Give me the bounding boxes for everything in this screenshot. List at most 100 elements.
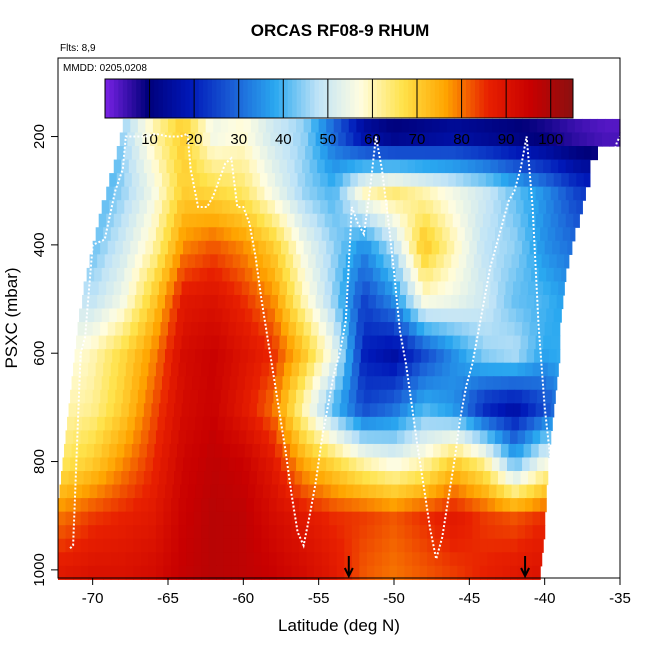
colorbar-swatch bbox=[105, 79, 110, 118]
heatmap-cell bbox=[155, 227, 165, 242]
heatmap-cell bbox=[434, 430, 443, 445]
heatmap-cell bbox=[473, 416, 482, 431]
heatmap-cell bbox=[541, 254, 550, 269]
heatmap-cell bbox=[180, 484, 189, 499]
heatmap-cell bbox=[497, 186, 507, 201]
heatmap-cell bbox=[508, 443, 517, 459]
heatmap-cell bbox=[443, 349, 452, 364]
heatmap-cell bbox=[237, 146, 246, 161]
heatmap-cell bbox=[522, 389, 531, 404]
heatmap-cell bbox=[357, 308, 366, 323]
heatmap-cell bbox=[392, 403, 401, 418]
colorbar-swatch bbox=[185, 79, 191, 118]
heatmap-cell bbox=[100, 240, 109, 255]
heatmap-cell bbox=[335, 200, 344, 215]
heatmap-cell bbox=[154, 267, 163, 283]
heatmap-cell bbox=[109, 200, 118, 215]
heatmap-cell bbox=[335, 443, 344, 459]
heatmap-cell bbox=[365, 308, 374, 323]
heatmap-cell bbox=[68, 403, 77, 418]
heatmap-cell bbox=[392, 471, 401, 486]
heatmap-cell bbox=[113, 335, 122, 350]
heatmap-cell bbox=[419, 525, 428, 540]
heatmap-cell bbox=[177, 146, 186, 161]
heatmap-cell bbox=[484, 322, 493, 337]
heatmap-cell bbox=[293, 294, 302, 310]
heatmap-cell bbox=[315, 349, 324, 364]
heatmap-cell bbox=[493, 267, 502, 283]
heatmap-cell bbox=[91, 471, 100, 486]
heatmap-cell bbox=[196, 471, 205, 486]
heatmap-cell bbox=[302, 403, 311, 418]
heatmap-cell bbox=[189, 213, 198, 228]
colorbar-swatch bbox=[140, 79, 146, 118]
heatmap-cell bbox=[350, 173, 359, 188]
heatmap-cell bbox=[570, 227, 576, 242]
heatmap-cell bbox=[244, 308, 253, 323]
heatmap-cell bbox=[351, 498, 360, 513]
heatmap-cell bbox=[457, 498, 466, 513]
heatmap-cell bbox=[487, 538, 496, 553]
heatmap-cell bbox=[232, 254, 241, 269]
heatmap-cell bbox=[305, 200, 314, 215]
heatmap-cell bbox=[226, 213, 235, 228]
heatmap-cell bbox=[268, 525, 278, 540]
heatmap-cell bbox=[274, 443, 284, 459]
colorbar-swatch bbox=[483, 79, 489, 118]
heatmap-cell bbox=[160, 322, 169, 337]
heatmap-cell bbox=[140, 511, 149, 526]
heatmap-cell bbox=[64, 443, 73, 459]
heatmap-cell bbox=[164, 294, 174, 310]
heatmap-cell bbox=[502, 538, 511, 553]
heatmap-cell bbox=[216, 511, 225, 526]
heatmap-cell bbox=[151, 159, 160, 174]
heatmap-cell bbox=[181, 403, 190, 418]
heatmap-cell bbox=[85, 389, 94, 404]
heatmap-cell bbox=[204, 471, 213, 486]
heatmap-cell bbox=[154, 443, 163, 459]
heatmap-cell bbox=[178, 525, 187, 540]
heatmap-cell bbox=[442, 565, 451, 580]
heatmap-cell bbox=[280, 457, 290, 472]
heatmap-cell bbox=[189, 186, 198, 201]
heatmap-cell bbox=[393, 118, 403, 134]
heatmap-cell bbox=[464, 362, 473, 377]
heatmap-cell bbox=[445, 335, 454, 350]
heatmap-cell bbox=[467, 403, 476, 418]
colorbar-swatch bbox=[247, 79, 253, 118]
heatmap-cell bbox=[186, 362, 195, 377]
heatmap-cell bbox=[503, 349, 513, 364]
heatmap-cell bbox=[413, 132, 422, 147]
heatmap-cell bbox=[412, 552, 421, 567]
heatmap-cell bbox=[259, 200, 269, 215]
heatmap-cell bbox=[516, 200, 525, 215]
heatmap-cell bbox=[342, 146, 351, 161]
heatmap-cell bbox=[151, 186, 160, 201]
heatmap-cell bbox=[372, 376, 382, 391]
heatmap-cell bbox=[559, 118, 568, 134]
heatmap-cell bbox=[416, 389, 425, 404]
heatmap-cell bbox=[342, 267, 351, 283]
heatmap-cell bbox=[528, 213, 537, 228]
heatmap-cell bbox=[517, 430, 526, 445]
heatmap-cell bbox=[143, 186, 153, 201]
colorbar-swatch bbox=[310, 79, 315, 118]
heatmap-cell bbox=[454, 389, 463, 404]
heatmap-cell bbox=[354, 186, 363, 201]
heatmap-cell bbox=[268, 430, 278, 445]
heatmap-cell bbox=[356, 322, 365, 337]
heatmap-cell bbox=[449, 227, 458, 242]
heatmap-cell bbox=[306, 430, 315, 445]
heatmap-cell bbox=[332, 186, 341, 201]
heatmap-cell bbox=[381, 538, 391, 553]
heatmap-cell bbox=[320, 443, 329, 459]
heatmap-cell bbox=[514, 118, 523, 134]
heatmap-cell bbox=[497, 335, 507, 350]
heatmap-cell bbox=[418, 173, 427, 188]
heatmap-cell bbox=[174, 186, 183, 201]
marker-arrowhead bbox=[343, 567, 354, 579]
heatmap-cell bbox=[350, 376, 359, 391]
heatmap-cell bbox=[268, 552, 278, 567]
heatmap-cell bbox=[207, 376, 216, 391]
heatmap-cell bbox=[351, 362, 360, 377]
